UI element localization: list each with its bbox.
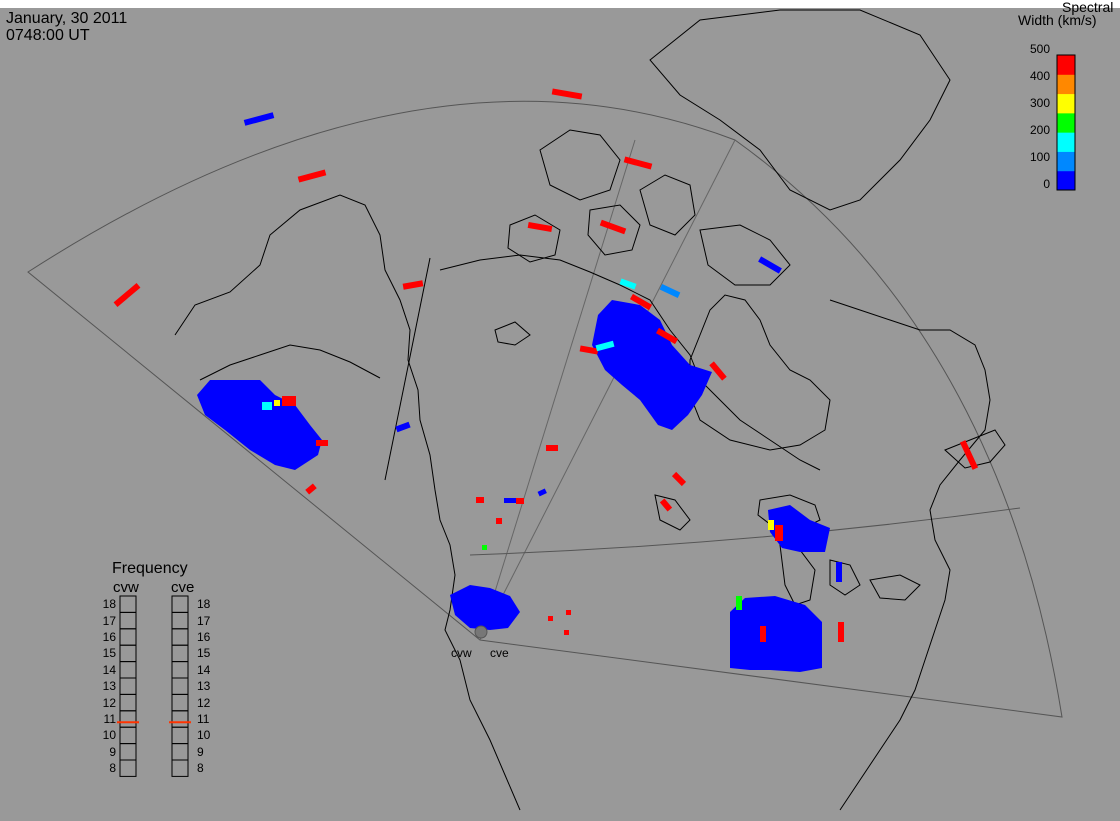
frequency-cell xyxy=(171,611,189,630)
frequency-tick-left: 18 xyxy=(102,597,116,612)
frequency-cell xyxy=(171,710,189,728)
frequency-cell xyxy=(119,644,137,663)
colorbar-title-line2: Width (km/s) xyxy=(1018,12,1097,28)
frequency-tick-right: 14 xyxy=(197,662,211,677)
frequency-cell xyxy=(171,759,189,777)
beam-boundary-west xyxy=(479,139,636,641)
frequency-tick-left: 16 xyxy=(102,630,116,644)
frequency-panel xyxy=(117,595,191,777)
scatter-red xyxy=(113,88,979,642)
frequency-tick-right: 13 xyxy=(197,679,211,694)
frequency-tick-right: 11 xyxy=(197,712,210,726)
frequency-tick-left: 17 xyxy=(102,613,116,628)
colorbar-tick-label: 300 xyxy=(1029,96,1050,110)
frequency-tick-left: 11 xyxy=(103,712,116,726)
colorbar-tick-label: 100 xyxy=(1029,150,1050,164)
frequency-tick-right: 12 xyxy=(197,695,211,710)
frequency-cell xyxy=(119,710,137,728)
frequency-radar-cve-label: cve xyxy=(171,579,195,596)
colorbar-segment xyxy=(1057,151,1075,172)
colorbar-segment xyxy=(1057,55,1075,75)
frequency-cell xyxy=(171,644,189,663)
time-label: 0748:00 UT xyxy=(6,27,90,44)
colorbar-tick-label: 400 xyxy=(1029,69,1050,83)
frequency-tick-right: 17 xyxy=(197,613,211,628)
frequency-cell xyxy=(171,693,189,712)
frequency-cell xyxy=(171,726,189,745)
frequency-tick-left: 10 xyxy=(102,728,116,743)
frequency-cell xyxy=(119,628,137,646)
site-label-cvw: cvw xyxy=(451,646,472,660)
frequency-tick-right: 9 xyxy=(197,744,204,759)
coastlines xyxy=(174,9,1006,811)
frequency-tick-left: 14 xyxy=(102,662,116,677)
beam-boundary-east xyxy=(479,139,736,641)
frequency-cell xyxy=(119,726,137,745)
top-strip xyxy=(0,0,1120,8)
colorbar-border xyxy=(1056,54,1076,191)
scatter-blue xyxy=(197,112,842,672)
colorbar-segment xyxy=(1057,93,1075,114)
frequency-tick-left: 12 xyxy=(102,695,116,710)
frequency-cell xyxy=(119,611,137,630)
frequency-cell xyxy=(119,759,137,777)
frequency-tick-left: 9 xyxy=(109,744,116,759)
colorbar-segment xyxy=(1057,112,1075,133)
frequency-cell xyxy=(119,595,137,613)
frequency-tick-left: 8 xyxy=(109,761,116,776)
frequency-cell xyxy=(171,743,189,761)
frequency-cell xyxy=(171,595,189,613)
frequency-cell xyxy=(171,677,189,695)
radar-site-marker xyxy=(474,625,488,639)
frequency-tick-right: 18 xyxy=(197,597,211,612)
latitude-arc xyxy=(469,507,1021,556)
frequency-tick-right: 10 xyxy=(197,728,211,743)
site-label-cve: cve xyxy=(490,646,509,660)
colorbar xyxy=(1056,54,1076,191)
frequency-tick-left: 15 xyxy=(102,646,116,661)
frequency-cell xyxy=(171,661,189,679)
colorbar-tick-label: 200 xyxy=(1029,123,1050,137)
colorbar-title-line1: Spectral xyxy=(1062,0,1114,15)
frequency-tick-right: 16 xyxy=(197,630,211,644)
colorbar-tick-label: 500 xyxy=(1029,42,1050,56)
frequency-radar-cvw-label: cvw xyxy=(113,579,139,596)
frequency-cell xyxy=(119,677,137,695)
colorbar-segment xyxy=(1057,74,1075,95)
frequency-cell xyxy=(119,693,137,712)
colorbar-segment xyxy=(1057,132,1075,152)
frequency-cell xyxy=(119,743,137,761)
frequency-tick-right: 8 xyxy=(197,761,204,776)
scatter-other xyxy=(262,278,774,610)
frequency-tick-right: 15 xyxy=(197,646,211,661)
date-label: January, 30 2011 xyxy=(6,10,128,27)
colorbar-tick-label: 0 xyxy=(1043,177,1050,191)
colorbar-segment xyxy=(1057,170,1075,191)
frequency-cell xyxy=(171,628,189,646)
field-of-view-outline xyxy=(27,100,1063,718)
frequency-cell xyxy=(119,661,137,679)
frequency-title: Frequency xyxy=(112,560,188,577)
frequency-tick-left: 13 xyxy=(102,679,116,694)
